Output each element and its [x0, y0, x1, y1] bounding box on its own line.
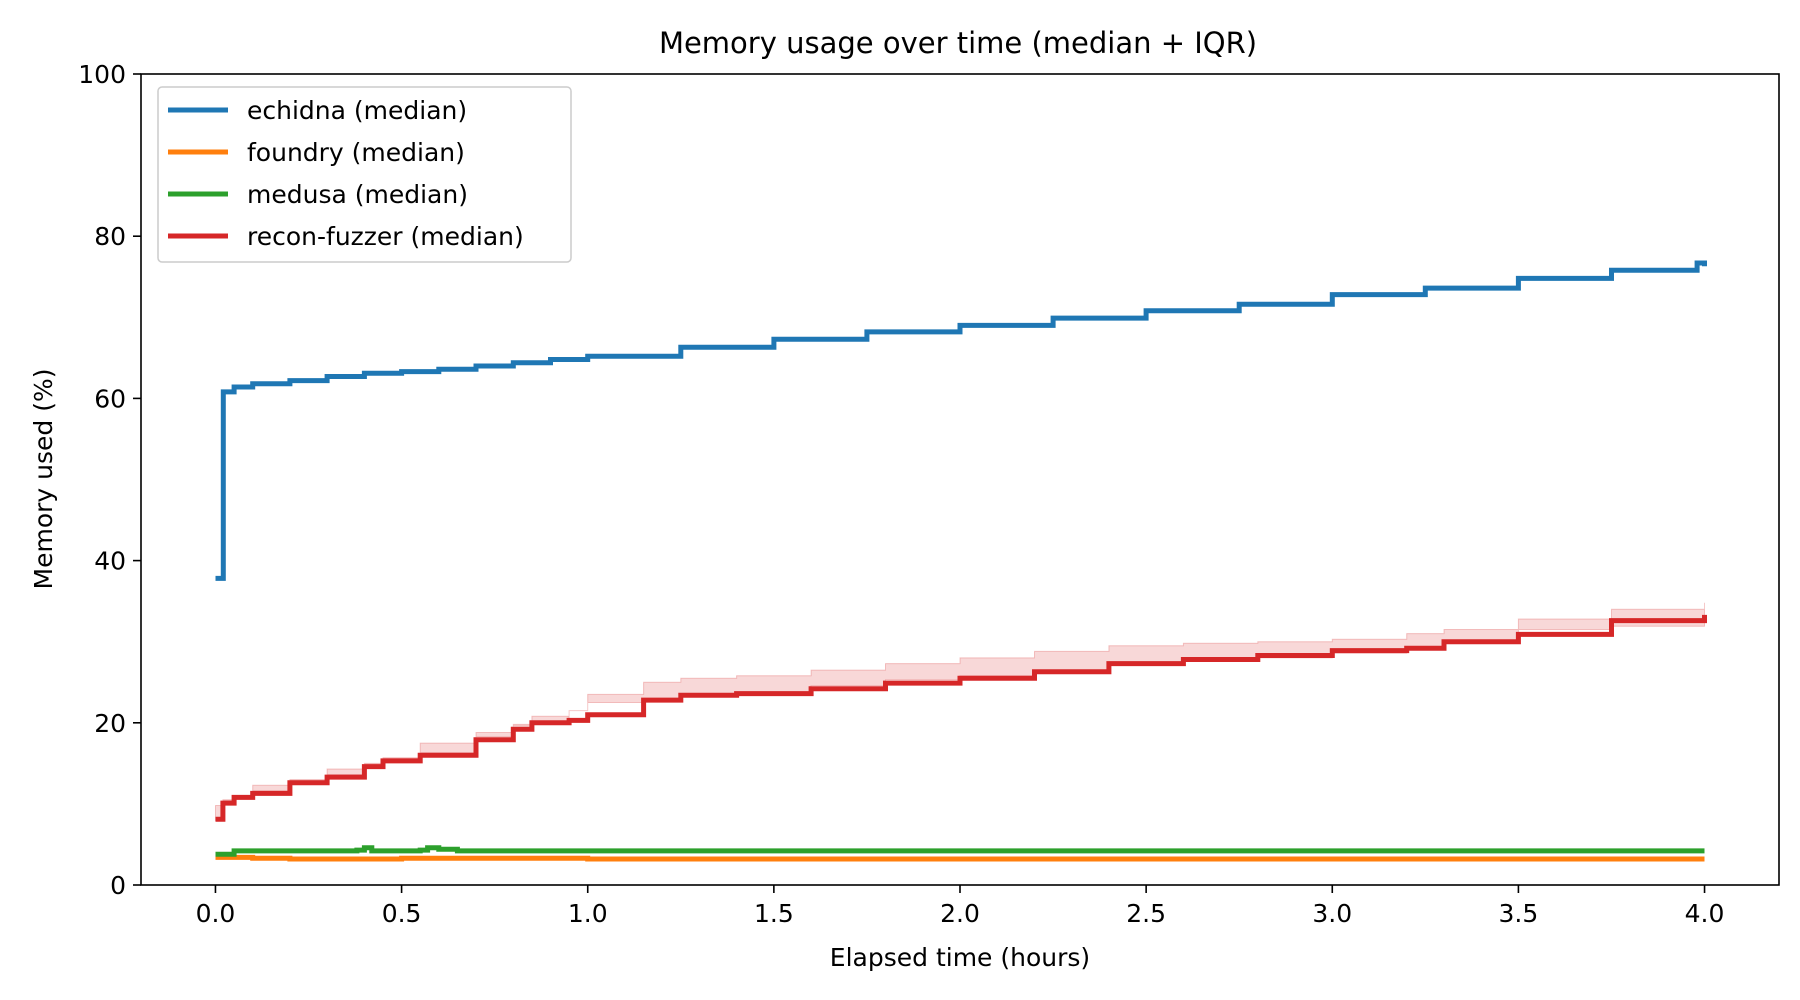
y-tick-label: 0: [110, 871, 126, 900]
y-tick-label: 80: [94, 222, 126, 251]
x-tick-label: 1.0: [568, 899, 608, 928]
legend-label: echidna (median): [247, 96, 467, 125]
series-line-0: [215, 260, 1707, 581]
y-tick-label: 60: [94, 384, 126, 413]
x-tick-label: 4.0: [1685, 899, 1725, 928]
series-line-2: [215, 845, 1705, 857]
legend-label: recon-fuzzer (median): [247, 222, 524, 251]
legend-label: medusa (median): [247, 180, 468, 209]
series-line-3: [215, 614, 1707, 822]
x-tick-label: 2.0: [940, 899, 980, 928]
median-lines: [215, 260, 1707, 862]
legend: echidna (median) foundry (median) medusa (…: [157, 86, 572, 263]
x-tick-label: 3.0: [1312, 899, 1352, 928]
x-axis-ticks: 0.0 0.5 1.0 1.5 2.0 2.5 3.0 3.5 4.0: [196, 885, 1725, 928]
x-axis-label: Elapsed time (hours): [830, 943, 1090, 972]
x-tick-label: 1.5: [754, 899, 794, 928]
series-line-1: [215, 854, 1705, 862]
legend-box: [157, 86, 572, 263]
y-tick-label: 100: [78, 60, 126, 89]
x-tick-label: 0.0: [196, 899, 236, 928]
y-tick-label: 40: [94, 547, 126, 576]
x-tick-label: 2.5: [1126, 899, 1166, 928]
x-tick-label: 0.5: [382, 899, 422, 928]
legend-label: foundry (median): [247, 138, 465, 167]
y-axis-ticks: 0 20 40 60 80 100: [78, 60, 141, 900]
x-tick-label: 3.5: [1499, 899, 1539, 928]
chart-title: Memory usage over time (median + IQR): [659, 26, 1257, 60]
y-axis-label: Memory used (%): [29, 369, 58, 590]
y-tick-label: 20: [94, 709, 126, 738]
